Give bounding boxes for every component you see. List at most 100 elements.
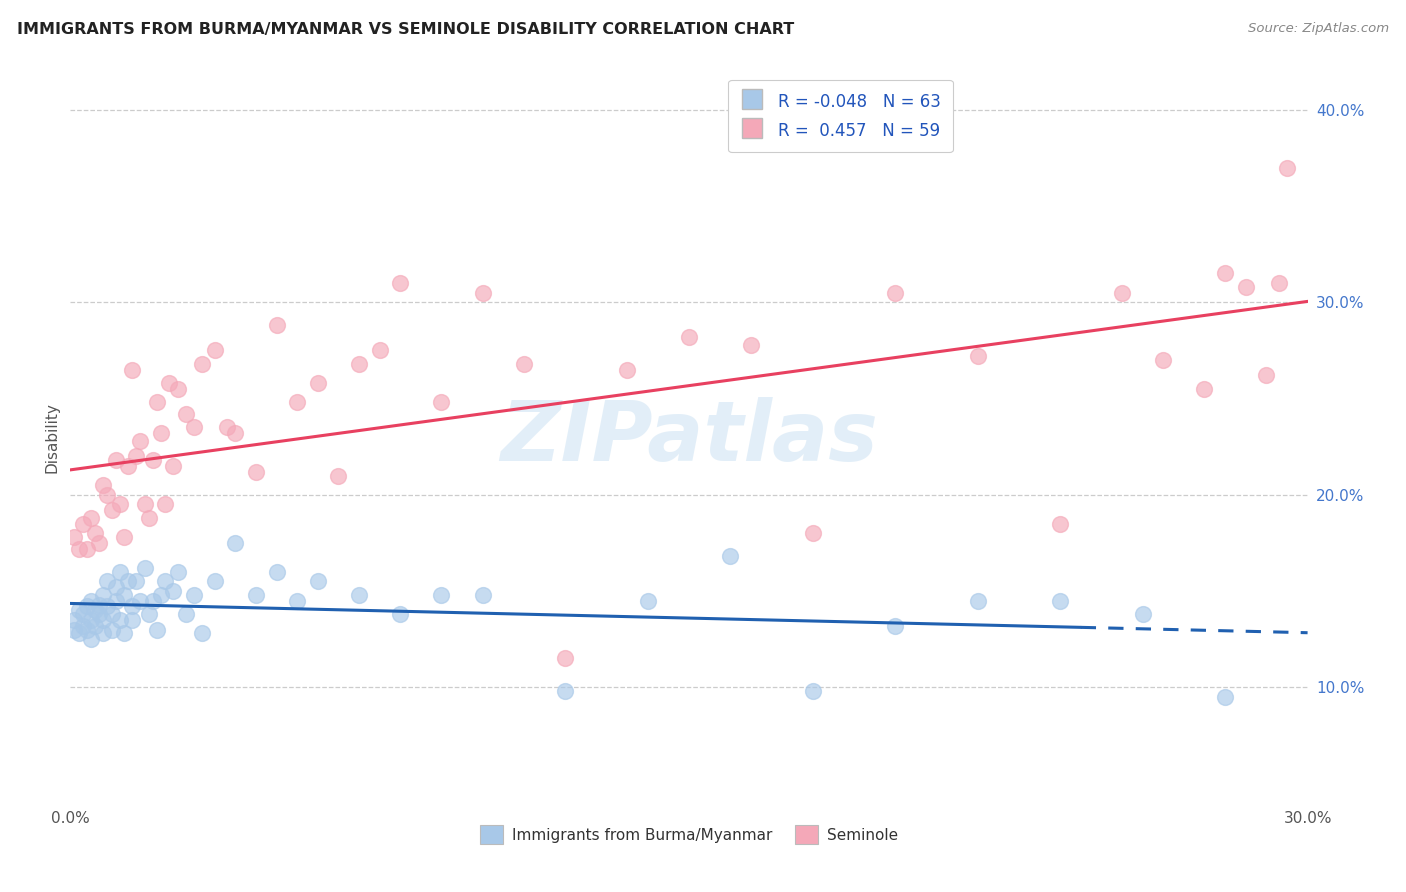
Point <box>1049 516 1071 531</box>
Point <box>112 530 135 544</box>
Point <box>125 450 148 464</box>
Point <box>112 626 135 640</box>
Point <box>1132 607 1154 622</box>
Point <box>1234 280 1257 294</box>
Point <box>174 607 197 622</box>
Point <box>96 599 118 614</box>
Point <box>204 343 226 358</box>
Point <box>104 453 127 467</box>
Point <box>63 623 86 637</box>
Point <box>89 536 111 550</box>
Point <box>67 626 90 640</box>
Point <box>471 285 494 300</box>
Point <box>100 503 122 517</box>
Point <box>108 565 131 579</box>
Point <box>76 541 98 556</box>
Point <box>328 468 350 483</box>
Point <box>616 362 638 376</box>
Point <box>89 607 111 622</box>
Point <box>368 343 391 358</box>
Text: Source: ZipAtlas.com: Source: ZipAtlas.com <box>1249 22 1389 36</box>
Y-axis label: Disability: Disability <box>44 401 59 473</box>
Point <box>307 376 329 391</box>
Point <box>347 357 370 371</box>
Point <box>96 488 118 502</box>
Point <box>191 626 214 640</box>
Point <box>174 407 197 421</box>
Point <box>215 420 238 434</box>
Point <box>91 478 114 492</box>
Point <box>84 603 107 617</box>
Point <box>80 613 103 627</box>
Point <box>150 426 173 441</box>
Point <box>91 588 114 602</box>
Point <box>104 593 127 607</box>
Point <box>285 395 308 409</box>
Point <box>224 426 246 441</box>
Point <box>389 607 412 622</box>
Point <box>471 588 494 602</box>
Point <box>72 618 94 632</box>
Point <box>224 536 246 550</box>
Point <box>76 623 98 637</box>
Point <box>157 376 180 391</box>
Point <box>266 565 288 579</box>
Point <box>91 613 114 627</box>
Point <box>72 516 94 531</box>
Point <box>96 574 118 589</box>
Point <box>142 593 165 607</box>
Legend: Immigrants from Burma/Myanmar, Seminole: Immigrants from Burma/Myanmar, Seminole <box>474 819 904 850</box>
Point <box>80 511 103 525</box>
Point <box>166 382 188 396</box>
Point <box>104 580 127 594</box>
Point <box>91 626 114 640</box>
Point <box>121 362 143 376</box>
Point <box>166 565 188 579</box>
Point <box>1213 690 1236 704</box>
Point <box>245 465 267 479</box>
Point <box>1267 276 1289 290</box>
Point <box>718 549 741 564</box>
Point <box>150 588 173 602</box>
Point <box>63 530 86 544</box>
Point <box>117 458 139 473</box>
Point <box>266 318 288 333</box>
Point <box>554 684 576 698</box>
Point <box>129 593 152 607</box>
Point <box>347 588 370 602</box>
Point <box>67 603 90 617</box>
Point <box>80 632 103 647</box>
Point <box>76 599 98 614</box>
Point <box>183 588 205 602</box>
Point <box>129 434 152 448</box>
Point <box>146 623 169 637</box>
Point <box>554 651 576 665</box>
Point <box>307 574 329 589</box>
Point <box>138 607 160 622</box>
Point <box>138 511 160 525</box>
Point <box>162 584 184 599</box>
Point <box>72 607 94 622</box>
Point <box>80 593 103 607</box>
Point <box>112 588 135 602</box>
Point <box>100 623 122 637</box>
Point <box>100 607 122 622</box>
Point <box>245 588 267 602</box>
Point <box>1256 368 1278 383</box>
Point <box>84 526 107 541</box>
Point <box>89 598 111 612</box>
Point <box>285 593 308 607</box>
Point <box>134 561 156 575</box>
Text: ZIPatlas: ZIPatlas <box>501 397 877 477</box>
Point <box>183 420 205 434</box>
Point <box>108 613 131 627</box>
Point <box>430 588 453 602</box>
Point <box>84 618 107 632</box>
Point <box>1152 353 1174 368</box>
Point <box>430 395 453 409</box>
Point <box>1213 267 1236 281</box>
Point <box>121 599 143 614</box>
Point <box>108 498 131 512</box>
Point <box>153 574 176 589</box>
Point <box>67 541 90 556</box>
